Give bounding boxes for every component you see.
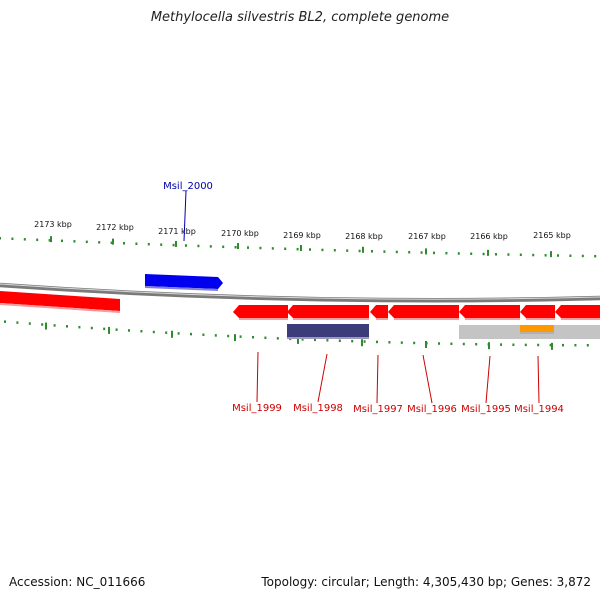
kbp-label: 2165 kbp bbox=[533, 231, 571, 240]
gene-blue-Msil_2000 bbox=[145, 274, 223, 289]
gene-red bbox=[233, 305, 288, 318]
accession-text: Accession: NC_011666 bbox=[9, 575, 146, 589]
gene-red-left-shadow bbox=[0, 303, 120, 313]
gene-red-shadow bbox=[376, 318, 388, 320]
gene-red-shadow bbox=[465, 318, 520, 320]
gene-red bbox=[388, 305, 459, 318]
gene-label-Msil_1996: Msil_1996 bbox=[407, 404, 457, 415]
kbp-label: 2169 kbp bbox=[283, 231, 321, 240]
gene-red bbox=[287, 305, 369, 318]
leader-Msil_1998 bbox=[317, 353, 328, 403]
leader-Msil_1996 bbox=[422, 354, 433, 404]
gene-red bbox=[555, 305, 600, 318]
kbp-label: 2170 kbp bbox=[221, 229, 259, 238]
topology-summary: Topology: circular; Length: 4,305,430 bp… bbox=[261, 575, 591, 589]
gene-label-Msil_1998: Msil_1998 bbox=[293, 403, 343, 414]
gene-navy bbox=[287, 324, 369, 337]
genome-title: Methylocella silvestris BL2, complete ge… bbox=[150, 10, 450, 25]
kbp-label: 2172 kbp bbox=[96, 223, 134, 232]
bottom-scale-ticks bbox=[4, 320, 589, 350]
leader-Msil_1995 bbox=[485, 355, 491, 404]
gene-label-Msil_1997: Msil_1997 bbox=[353, 404, 403, 415]
genome-backbone-highlight bbox=[0, 283, 600, 300]
gene-red-shadow bbox=[526, 318, 555, 320]
gene-red bbox=[520, 305, 555, 318]
leader-Msil_2000 bbox=[183, 190, 187, 242]
gene-orange-shadow bbox=[520, 332, 554, 334]
gene-navy-shadow bbox=[287, 337, 369, 339]
leader-Msil_1999 bbox=[256, 351, 259, 403]
kbp-label: 2166 kbp bbox=[470, 232, 508, 241]
kbp-scale-labels: 2173 kbp 2172 kbp 2171 kbp 2170 kbp 2169 kbp… bbox=[34, 220, 571, 241]
genome-backbone bbox=[0, 282, 600, 303]
leader-Msil_1994 bbox=[537, 355, 540, 404]
gene-orange bbox=[520, 325, 554, 332]
gene-label-Msil_1994: Msil_1994 bbox=[514, 404, 564, 415]
kbp-label: 2167 kbp bbox=[408, 232, 446, 241]
gene-label-Msil_2000: Msil_2000 bbox=[163, 181, 213, 192]
leader-Msil_1997 bbox=[376, 354, 379, 404]
gene-red-shadow bbox=[293, 318, 369, 320]
kbp-label: 2171 kbp bbox=[158, 227, 196, 236]
gene-red-shadow bbox=[394, 318, 459, 320]
gene-red-left bbox=[0, 291, 120, 311]
gene-label-leaders bbox=[183, 190, 540, 404]
kbp-label: 2173 kbp bbox=[34, 220, 72, 229]
gene-red bbox=[459, 305, 520, 318]
gene-label-Msil_1995: Msil_1995 bbox=[461, 404, 511, 415]
gene-red-shadow bbox=[239, 318, 288, 320]
gene-labels: Msil_2000 Msil_1999 Msil_1998 Msil_1997 Msil… bbox=[163, 181, 564, 415]
gene-label-Msil_1999: Msil_1999 bbox=[232, 403, 282, 414]
gene-red-shadow bbox=[561, 318, 600, 320]
top-scale-ticks bbox=[0, 236, 597, 258]
gene-red bbox=[370, 305, 388, 318]
gene-features bbox=[0, 274, 600, 339]
kbp-label: 2168 kbp bbox=[345, 232, 383, 241]
gene-blue-shadow bbox=[145, 286, 218, 291]
